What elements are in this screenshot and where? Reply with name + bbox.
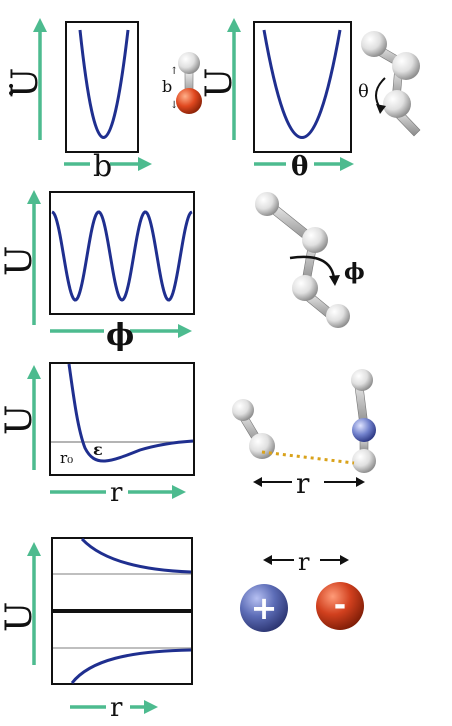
u-axis-arrow	[27, 542, 41, 665]
plot-frame	[49, 191, 195, 315]
ion-pair: r + -	[240, 548, 364, 632]
u-axis-arrow	[27, 365, 41, 470]
plus-sign: +	[251, 589, 278, 627]
hydrogen-atom	[352, 449, 376, 473]
atom	[292, 275, 318, 301]
bond-arrow-down: ↓	[170, 100, 178, 111]
u-axis-arrow	[27, 190, 41, 325]
theta-axis-label: θ	[291, 152, 308, 182]
negative-ion	[316, 582, 364, 630]
atom	[326, 304, 350, 328]
atom	[255, 192, 279, 216]
angle-bend-panel: U θ θ	[199, 18, 421, 182]
r-distance-label: r	[298, 548, 310, 576]
stray-mark: :	[7, 75, 15, 101]
electrostatic-panel: U r r + -	[0, 537, 364, 723]
bond-arrow-up: ↑	[170, 66, 178, 77]
atom	[249, 433, 275, 459]
r-axis-arrow	[70, 700, 158, 714]
u-axis-label: U	[0, 246, 40, 276]
energy-curve	[262, 29, 342, 139]
u-axis-label: U	[5, 68, 46, 98]
atom	[361, 31, 387, 57]
nitrogen-atom	[352, 418, 376, 442]
epsilon-annotation: ε	[93, 440, 103, 459]
theta-axis-arrow	[254, 157, 354, 171]
u-axis-arrow	[33, 18, 47, 140]
energy-curve	[78, 29, 130, 139]
attractive-curve	[70, 648, 192, 684]
u-axis-arrow	[227, 18, 241, 140]
r-axis-arrow	[50, 485, 186, 499]
r-axis-label: r	[110, 693, 123, 723]
phi-axis-arrow	[50, 324, 192, 338]
u-axis-label: U	[0, 405, 40, 435]
r-distance-label: r	[296, 467, 310, 500]
bent-molecule: θ	[358, 31, 421, 137]
distance-arrow	[253, 477, 365, 487]
atom	[383, 90, 411, 118]
hydrogen-atom	[178, 52, 200, 74]
torsion-panel: U ϕ ϕ	[0, 190, 365, 353]
b-bond-label: b	[162, 77, 172, 96]
dotted-bond	[261, 450, 355, 465]
b-axis-label: b	[93, 149, 112, 184]
theta-angle-label: θ	[358, 81, 369, 102]
hydrogen-bond-pair: r	[232, 369, 376, 500]
atom	[302, 227, 328, 253]
plot-frame	[253, 21, 352, 153]
b-axis-arrow	[64, 157, 152, 171]
rotation-arrow	[289, 255, 336, 279]
distance-arrow	[263, 555, 349, 565]
vdw-panel: U r₀ ε r	[0, 362, 376, 508]
atom	[232, 399, 254, 421]
atom	[392, 52, 420, 80]
repulsive-curve	[80, 537, 192, 574]
bond-stretch-panel: U b b ↑ ↓	[5, 18, 202, 184]
positive-ion	[240, 584, 288, 632]
diatomic-molecule: b ↑ ↓	[162, 52, 202, 114]
oxygen-atom	[176, 88, 202, 114]
u-axis-label: U	[199, 68, 240, 98]
u-axis-label: U	[0, 602, 40, 632]
phi-angle-label: ϕ	[344, 259, 365, 285]
r-axis-label: r	[110, 478, 123, 508]
atom	[351, 369, 373, 391]
minus-sign: -	[334, 588, 346, 623]
phi-axis-label: ϕ	[106, 318, 134, 353]
energy-curve	[51, 210, 193, 302]
energy-curve	[67, 363, 194, 463]
torsion-molecule: ϕ	[255, 192, 365, 328]
r0-annotation: r₀	[60, 449, 73, 467]
